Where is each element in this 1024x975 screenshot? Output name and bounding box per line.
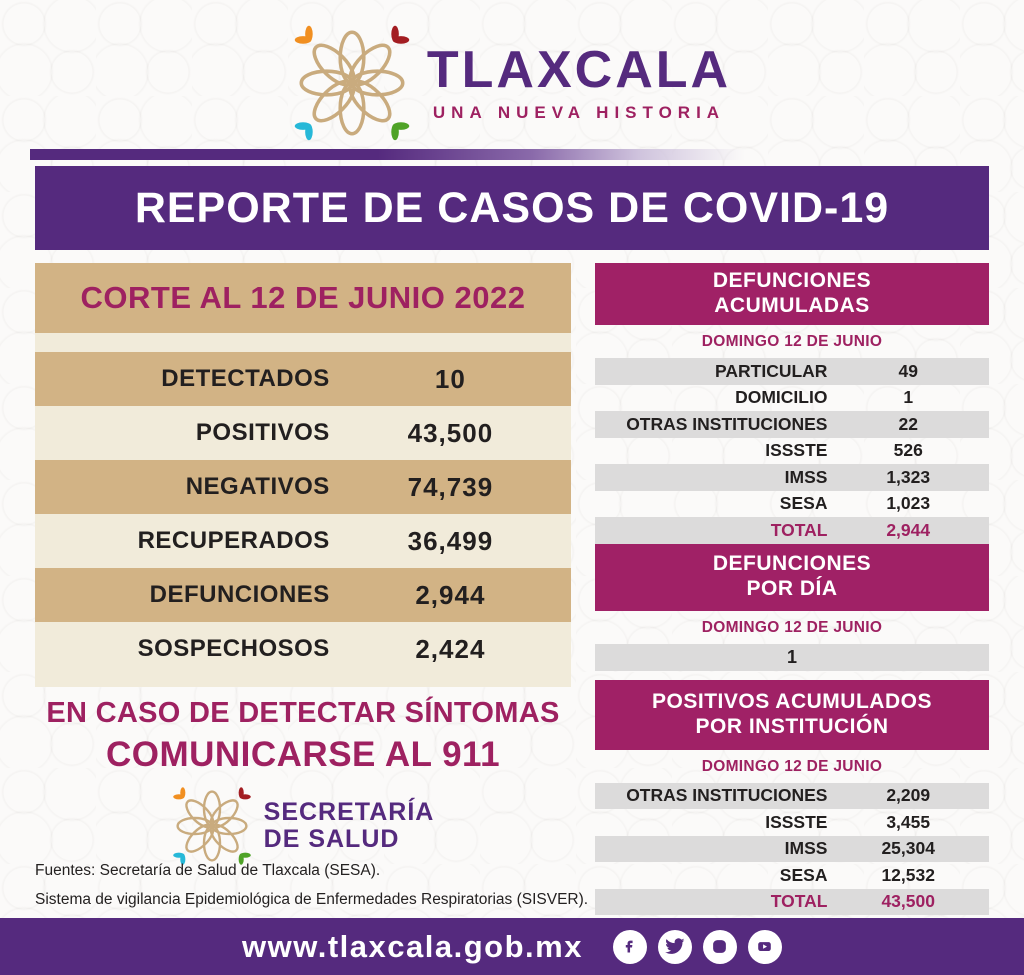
deaths-per-day-value: 1 [595, 643, 989, 671]
row-label: POSITIVOS [195, 419, 330, 446]
table-row: ISSSTE 3,455 [765, 811, 931, 832]
section-date: DOMINGO 12 DE JUNIO [701, 618, 883, 636]
deaths-per-day-section: DEFUNCIONES POR DÍA DOMINGO 12 DE JUNIO … [595, 543, 989, 671]
table-row: SESA 1,023 [779, 493, 931, 514]
brand-tagline: UNA NUEVA HISTORIA [432, 102, 726, 122]
statistics-column: DEFUNCIONES ACUMULADAS DOMINGO 12 DE JUN… [595, 263, 989, 915]
table-row: SESA 12,532 [779, 864, 935, 885]
ministry-name-line-1: SECRETARÍA [263, 797, 435, 826]
row-label: DETECTADOS [161, 365, 330, 392]
row-value: 43,500 [407, 417, 494, 448]
tlaxcala-flower-icon [292, 24, 411, 142]
brand-name: TLAXCALA [426, 40, 732, 99]
sources-note: Fuentes: Secretaría de Salud de Tlaxcala… [35, 857, 625, 914]
row-label: RECUPERADOS [137, 527, 330, 554]
ministry-name-line-2: DE SALUD [263, 825, 400, 853]
table-total-row: TOTAL 2,944 [595, 517, 989, 544]
youtube-icon[interactable] [747, 929, 782, 964]
row-value: 74,739 [407, 471, 494, 502]
table-row: PARTICULAR 49 [595, 358, 989, 385]
symptoms-notice: EN CASO DE DETECTAR SÍNTOMAS COMUNICARSE… [35, 697, 571, 775]
section-header: POSITIVOS ACUMULADOS POR INSTITUCIÓN [595, 679, 989, 750]
gradient-divider [30, 149, 996, 160]
deaths-accumulated-section: DEFUNCIONES ACUMULADAS DOMINGO 12 DE JUN… [595, 263, 989, 544]
notice-line-2: COMUNICARSE AL 911 [105, 735, 501, 774]
website-url[interactable]: www.tlaxcala.gob.mx [242, 928, 583, 964]
table-row: DEFUNCIONES 2,944 [35, 568, 571, 622]
social-icons [612, 929, 782, 964]
twitter-icon[interactable] [657, 929, 692, 964]
table-row: SOSPECHOSOS 2,424 [35, 622, 571, 676]
section-header: DEFUNCIONES ACUMULADAS [595, 263, 989, 325]
section-date: DOMINGO 12 DE JUNIO [701, 333, 883, 350]
row-label: SOSPECHOSOS [137, 635, 330, 662]
source-line-2: Sistema de vigilancia Epidemiológica de … [35, 890, 589, 908]
row-value: 36,499 [407, 525, 494, 556]
positives-by-institution-section: POSITIVOS ACUMULADOS POR INSTITUCIÓN DOM… [595, 679, 989, 915]
title-banner: REPORTE DE CASOS DE COVID-19 [35, 166, 989, 250]
facebook-icon[interactable] [612, 929, 647, 964]
footer-bar: www.tlaxcala.gob.mx [0, 918, 1024, 975]
table-row: RECUPERADOS 36,499 [35, 514, 571, 568]
table-row: ISSSTE 526 [765, 440, 923, 461]
row-label: DEFUNCIONES [149, 581, 330, 608]
table-total-row: TOTAL 43,500 [595, 888, 989, 915]
table-row: OTRAS INSTITUCIONES 2,209 [595, 782, 989, 809]
table-row: OTRAS INSTITUCIONES 22 [595, 411, 989, 438]
row-value: 2,424 [415, 633, 486, 664]
instagram-icon[interactable] [702, 929, 737, 964]
section-header: DEFUNCIONES POR DÍA [595, 543, 989, 611]
summary-panel: CORTE AL 12 DE JUNIO 2022 DETECTADOS 10 … [35, 263, 571, 687]
section-date: DOMINGO 12 DE JUNIO [701, 757, 883, 775]
notice-line-1: EN CASO DE DETECTAR SÍNTOMAS [46, 697, 560, 729]
table-row: IMSS 1,323 [595, 464, 989, 491]
table-row: DETECTADOS 10 [35, 352, 571, 406]
row-label: NEGATIVOS [185, 473, 330, 500]
table-row: DOMICILIO 1 [735, 387, 914, 408]
row-value: 2,944 [415, 579, 486, 610]
brand-header: TLAXCALA UNA NUEVA HISTORIA [0, 24, 1024, 142]
table-row: IMSS 25,304 [595, 835, 989, 862]
table-row: NEGATIVOS 74,739 [35, 460, 571, 514]
health-ministry-logo: SECRETARÍA DE SALUD [35, 786, 571, 866]
row-value: 10 [434, 363, 466, 394]
table-row: POSITIVOS 43,500 [35, 406, 571, 460]
source-line-1: Fuentes: Secretaría de Salud de Tlaxcala… [35, 862, 381, 879]
summary-panel-header: CORTE AL 12 DE JUNIO 2022 [35, 263, 571, 333]
health-flower-icon [171, 786, 252, 866]
